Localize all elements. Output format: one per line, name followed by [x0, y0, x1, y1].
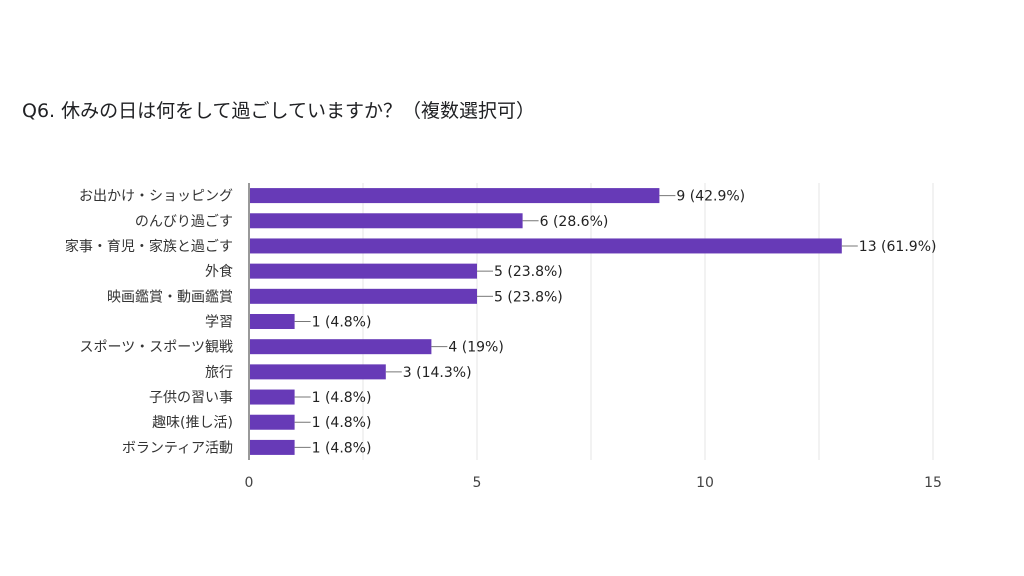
category-label: 子供の習い事 [149, 390, 233, 406]
data-label: 4 (19%) [448, 340, 503, 356]
category-label: のんびり過ごす [135, 214, 233, 230]
x-tick-label: 10 [696, 475, 714, 491]
category-label: スポーツ・スポーツ観戦 [80, 339, 233, 356]
data-label: 5 (23.8%) [494, 289, 563, 305]
bar [250, 414, 295, 430]
data-label: 1 (4.8%) [312, 440, 372, 456]
bar [250, 288, 477, 304]
bar [250, 389, 295, 405]
x-tick-label: 5 [473, 475, 482, 491]
x-tick-label: 0 [245, 475, 254, 491]
bar [250, 213, 523, 229]
data-label: 1 (4.8%) [312, 390, 372, 406]
bar [250, 364, 386, 380]
data-label: 6 (28.6%) [540, 214, 609, 230]
data-label: 13 (61.9%) [859, 239, 937, 255]
bar [250, 314, 295, 329]
category-label: ボランティア活動 [122, 440, 233, 456]
bar [250, 238, 842, 254]
data-label: 5 (23.8%) [494, 264, 563, 280]
category-label: 学習 [205, 315, 233, 331]
category-label: 家事・育児・家族と過ごす [65, 238, 233, 255]
data-label: 1 (4.8%) [312, 315, 372, 331]
bar [250, 339, 432, 355]
category-label: 趣味(推し活) [152, 415, 233, 431]
chart-title: Q6. 休みの日は何をして過ごしていますか？（複数選択可） [22, 100, 535, 122]
bar [250, 439, 295, 455]
x-tick-label: 15 [924, 475, 942, 491]
category-label: お出かけ・ショッピング [79, 189, 233, 205]
category-label: 旅行 [205, 365, 233, 381]
data-label: 3 (14.3%) [403, 365, 472, 381]
bar [250, 188, 660, 204]
category-label: 外食 [205, 263, 233, 280]
data-label: 9 (42.9%) [676, 189, 745, 205]
data-label: 1 (4.8%) [312, 415, 372, 431]
category-label: 映画鑑賞・動画鑑賞 [107, 288, 233, 305]
bar [250, 263, 477, 279]
